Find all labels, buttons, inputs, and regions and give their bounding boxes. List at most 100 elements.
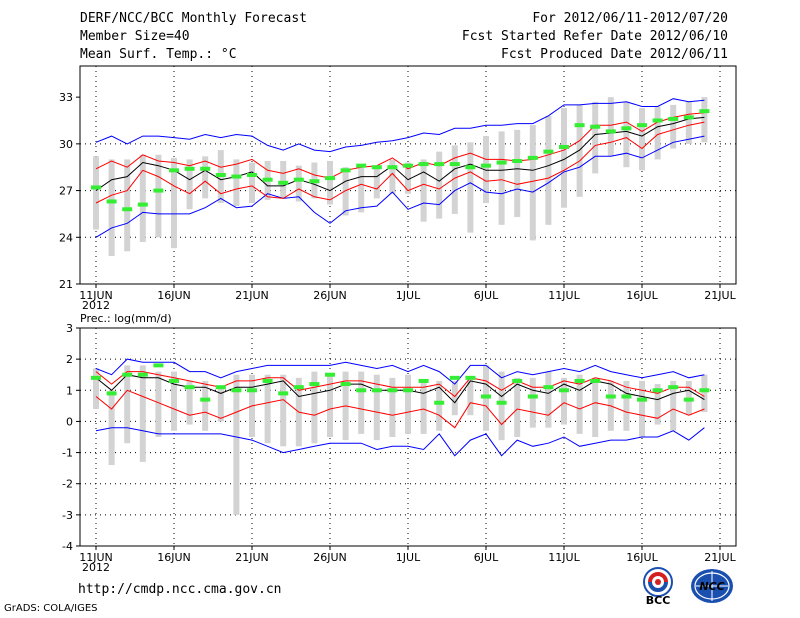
x-tick-label: 21JUN [235, 289, 269, 302]
observed-marker [403, 163, 413, 168]
spread-box [171, 157, 177, 249]
x-tick-label: 1JUL [396, 289, 421, 302]
spread-box [701, 374, 708, 413]
spread-box [670, 104, 677, 149]
spread-box [233, 374, 240, 515]
panel-title: Prec.: log(mm/d) [80, 312, 172, 325]
observed-marker [418, 162, 429, 167]
x-tick-label: 26JUN [313, 551, 347, 564]
observed-marker [325, 176, 335, 181]
spread-box [451, 145, 458, 214]
y-tick-label: -2 [62, 478, 73, 491]
y-tick-label: -3 [62, 509, 73, 522]
source-url[interactable]: http://cmdp.ncc.cma.gov.cn [78, 582, 282, 597]
spread-box [405, 374, 411, 434]
spread-box [389, 159, 396, 194]
y-tick-label: 27 [59, 185, 73, 198]
observed-marker [200, 397, 211, 402]
observed-marker [340, 382, 351, 387]
spread-box [295, 165, 302, 202]
spread-box [545, 115, 552, 225]
spread-box [405, 162, 411, 194]
spread-box [358, 165, 365, 213]
forecast-period-label: For 2012/06/11-2012/07/20 [532, 11, 728, 26]
spread-box [436, 151, 443, 219]
spread-box [467, 142, 474, 233]
observed-marker [683, 115, 694, 120]
mean-line [95, 116, 705, 192]
env_max-line [95, 98, 705, 153]
y-tick-label: 21 [59, 278, 73, 291]
spread-box [467, 377, 474, 416]
observed-marker [122, 207, 133, 212]
observed-marker [465, 375, 476, 380]
x-tick-label: 16JUL [626, 289, 658, 302]
x-tick-label: 21JUL [704, 551, 736, 564]
observed-marker [169, 168, 179, 173]
spread-box [202, 380, 209, 431]
y-tick-label: 1 [66, 384, 73, 397]
ncc-logo: NCC [688, 566, 736, 610]
observed-marker [605, 129, 616, 134]
observed-marker [512, 158, 523, 163]
spread-box [685, 101, 692, 144]
spread-box [139, 154, 146, 242]
observed-marker [574, 123, 585, 128]
observed-marker [387, 388, 398, 393]
spread-box [561, 377, 567, 425]
spread-box [93, 156, 99, 230]
y-tick-label: 2 [66, 353, 73, 366]
observed-marker [418, 378, 429, 383]
observed-marker [278, 391, 289, 396]
spread-box [124, 365, 131, 444]
observed-marker [371, 165, 382, 170]
observed-marker [434, 400, 445, 405]
observed-marker [434, 162, 445, 167]
spread-box [280, 374, 287, 447]
observed-marker [278, 180, 289, 185]
observed-marker [231, 388, 242, 393]
variable-label: Mean Surf. Temp.: °C [80, 47, 237, 62]
observed-marker [668, 385, 679, 390]
observed-marker [309, 382, 320, 387]
observed-marker [668, 116, 679, 121]
observed-marker [293, 177, 304, 182]
spread-box [654, 384, 661, 425]
observed-marker [137, 372, 148, 377]
observed-marker [449, 162, 460, 167]
observed-marker [543, 149, 554, 154]
bcc-logo: BCC [636, 566, 680, 610]
x-tick-label: 6JUL [474, 289, 499, 302]
y-tick-label: 24 [59, 231, 73, 244]
mean-line [95, 374, 705, 404]
y-tick-label: -1 [62, 447, 73, 460]
env_max-line [95, 358, 705, 385]
spread-box [420, 380, 427, 434]
spread-box [217, 387, 224, 422]
x-tick-label: 26JUN [313, 289, 347, 302]
upper-line [95, 371, 705, 398]
spread-box [529, 125, 536, 241]
observed-marker [574, 378, 585, 383]
observed-marker [403, 388, 413, 393]
observed-marker [340, 168, 351, 173]
observed-marker [387, 165, 398, 170]
spread-box [623, 101, 630, 168]
observed-marker [169, 378, 179, 383]
spread-box [514, 377, 521, 437]
member-size-label: Member Size=40 [80, 29, 190, 44]
y-tick-label: 33 [59, 91, 73, 104]
chart-title: DERF/NCC/BCC Monthly Forecast [80, 11, 307, 26]
observed-marker [449, 375, 460, 380]
spread-box [311, 371, 318, 444]
observed-marker [215, 385, 226, 390]
observed-marker [527, 394, 538, 399]
observed-marker [543, 385, 554, 390]
spread-box [155, 371, 162, 437]
bcc-logo-text: BCC [646, 594, 671, 606]
spread-box [545, 371, 552, 428]
spread-box [498, 371, 505, 441]
spread-box [420, 159, 427, 222]
grads-credit: GrADS: COLA/IGES [4, 603, 98, 614]
